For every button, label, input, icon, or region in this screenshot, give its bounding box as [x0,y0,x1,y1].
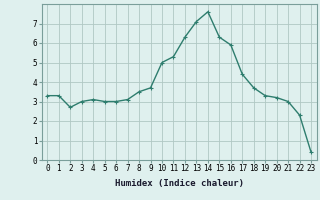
X-axis label: Humidex (Indice chaleur): Humidex (Indice chaleur) [115,179,244,188]
